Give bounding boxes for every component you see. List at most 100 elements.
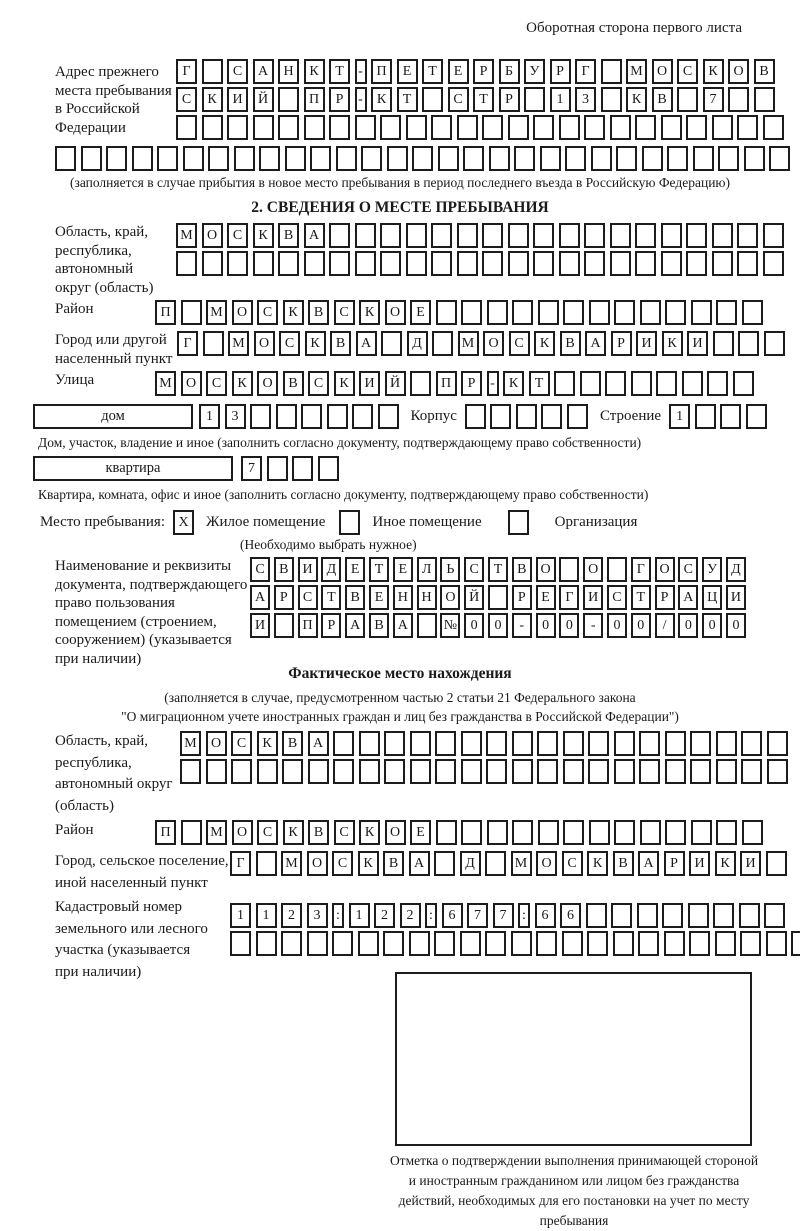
- char-cell[interactable]: Р: [663, 851, 685, 876]
- residence-type-checkbox-organizatsiya[interactable]: [507, 510, 529, 535]
- char-cell[interactable]: [609, 251, 631, 276]
- char-cell[interactable]: В: [559, 331, 581, 356]
- char-cell[interactable]: Т: [487, 557, 508, 582]
- char-cell[interactable]: Р: [321, 613, 342, 638]
- char-cell[interactable]: [662, 903, 683, 928]
- char-cell[interactable]: [437, 146, 459, 171]
- char-cell[interactable]: [584, 251, 605, 276]
- char-cell[interactable]: [255, 851, 277, 876]
- char-cell[interactable]: 0: [725, 613, 746, 638]
- char-cell[interactable]: [485, 851, 506, 876]
- char-cell[interactable]: [745, 404, 767, 429]
- char-cell[interactable]: [714, 931, 736, 956]
- char-cell[interactable]: -: [583, 613, 604, 638]
- char-cell[interactable]: [707, 371, 728, 396]
- char-cell[interactable]: К: [282, 820, 304, 845]
- char-cell[interactable]: Т: [329, 59, 350, 84]
- char-cell[interactable]: К: [626, 87, 647, 112]
- char-cell[interactable]: Г: [575, 59, 596, 84]
- char-cell[interactable]: [718, 146, 739, 171]
- char-cell[interactable]: Е: [345, 557, 366, 582]
- char-cell[interactable]: [711, 115, 733, 140]
- char-cell[interactable]: [180, 759, 201, 784]
- char-cell[interactable]: [303, 115, 325, 140]
- char-cell[interactable]: М: [206, 820, 227, 845]
- char-cell[interactable]: Д: [725, 557, 746, 582]
- char-cell[interactable]: Д: [406, 331, 428, 356]
- char-cell[interactable]: [738, 903, 760, 928]
- char-cell[interactable]: 2: [281, 903, 302, 928]
- char-cell[interactable]: [333, 731, 354, 756]
- char-cell[interactable]: К: [702, 59, 724, 84]
- char-cell[interactable]: [533, 251, 554, 276]
- char-cell[interactable]: В: [511, 557, 532, 582]
- char-cell[interactable]: П: [435, 371, 457, 396]
- char-cell[interactable]: И: [250, 613, 270, 638]
- char-cell[interactable]: [326, 404, 348, 429]
- char-cell[interactable]: [434, 851, 455, 876]
- char-cell[interactable]: [384, 759, 405, 784]
- char-cell[interactable]: И: [725, 585, 746, 610]
- char-cell[interactable]: [284, 146, 306, 171]
- char-cell[interactable]: А: [303, 223, 325, 248]
- char-cell[interactable]: [303, 251, 325, 276]
- char-cell[interactable]: [537, 300, 559, 325]
- char-cell[interactable]: П: [155, 820, 176, 845]
- char-cell[interactable]: /: [654, 613, 675, 638]
- char-cell[interactable]: А: [408, 851, 430, 876]
- char-cell[interactable]: [606, 557, 627, 582]
- char-cell[interactable]: [694, 404, 716, 429]
- char-cell[interactable]: [762, 115, 784, 140]
- char-cell[interactable]: [641, 146, 663, 171]
- char-cell[interactable]: [354, 251, 376, 276]
- char-cell[interactable]: В: [651, 87, 673, 112]
- char-cell[interactable]: [558, 223, 580, 248]
- char-cell[interactable]: [584, 115, 605, 140]
- char-cell[interactable]: К: [359, 820, 380, 845]
- char-cell[interactable]: С: [308, 371, 329, 396]
- char-cell[interactable]: Г: [177, 331, 198, 356]
- char-cell[interactable]: [281, 931, 302, 956]
- char-cell[interactable]: В: [282, 731, 303, 756]
- char-cell[interactable]: [384, 731, 405, 756]
- char-cell[interactable]: С: [231, 731, 252, 756]
- char-cell[interactable]: С: [250, 557, 270, 582]
- char-cell[interactable]: [377, 404, 399, 429]
- char-cell[interactable]: [482, 223, 503, 248]
- char-cell[interactable]: Е: [535, 585, 556, 610]
- char-cell[interactable]: 1: [199, 404, 220, 429]
- char-cell[interactable]: В: [278, 223, 299, 248]
- char-cell[interactable]: М: [206, 300, 227, 325]
- char-cell[interactable]: М: [281, 851, 302, 876]
- char-cell[interactable]: И: [359, 371, 380, 396]
- char-cell[interactable]: [507, 115, 529, 140]
- char-cell[interactable]: [559, 557, 580, 582]
- char-cell[interactable]: [157, 146, 178, 171]
- char-cell[interactable]: О: [201, 223, 223, 248]
- char-cell[interactable]: С: [447, 87, 469, 112]
- char-cell[interactable]: [230, 931, 251, 956]
- char-cell[interactable]: 6: [441, 903, 463, 928]
- char-cell[interactable]: [613, 731, 635, 756]
- char-cell[interactable]: 2: [399, 903, 421, 928]
- char-cell[interactable]: [741, 759, 762, 784]
- char-cell[interactable]: [692, 146, 714, 171]
- char-cell[interactable]: [435, 731, 456, 756]
- char-cell[interactable]: К: [534, 331, 555, 356]
- char-cell[interactable]: [383, 931, 404, 956]
- char-cell[interactable]: [180, 820, 202, 845]
- char-cell[interactable]: [255, 931, 277, 956]
- char-cell[interactable]: [278, 115, 299, 140]
- char-cell[interactable]: 1: [230, 903, 251, 928]
- char-cell[interactable]: [511, 759, 533, 784]
- char-cell[interactable]: О: [651, 59, 673, 84]
- char-cell[interactable]: [256, 759, 278, 784]
- char-cell[interactable]: А: [307, 731, 329, 756]
- char-cell[interactable]: [435, 820, 457, 845]
- char-cell[interactable]: [380, 251, 401, 276]
- char-cell[interactable]: Г: [176, 59, 197, 84]
- char-cell[interactable]: [715, 731, 737, 756]
- char-cell[interactable]: [431, 115, 452, 140]
- char-cell[interactable]: 3: [306, 903, 328, 928]
- char-cell[interactable]: [131, 146, 153, 171]
